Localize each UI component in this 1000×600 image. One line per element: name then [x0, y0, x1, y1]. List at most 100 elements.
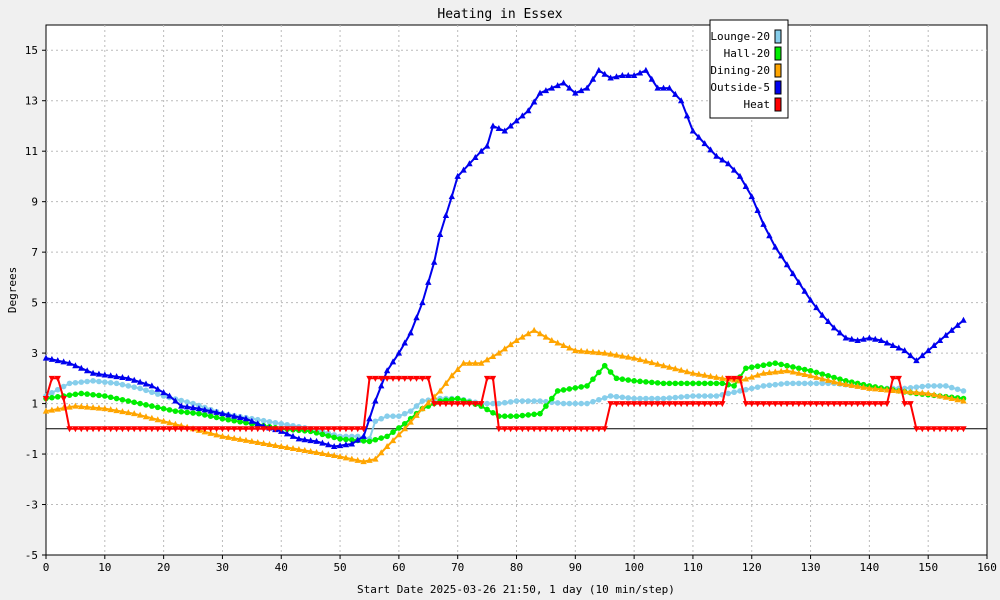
data-point [560, 400, 567, 407]
data-point [507, 122, 514, 129]
data-point [284, 421, 290, 428]
data-point [589, 348, 597, 355]
data-point [366, 456, 373, 463]
data-point [507, 426, 514, 433]
data-point [848, 401, 855, 408]
data-point [343, 436, 349, 443]
data-point [242, 426, 250, 433]
data-point [254, 438, 261, 445]
data-point [436, 387, 444, 394]
data-point [460, 166, 467, 173]
data-point [148, 382, 156, 389]
data-point [819, 371, 826, 377]
data-point [754, 371, 761, 378]
legend-label: Hall-20 [724, 47, 770, 60]
data-point [325, 426, 332, 433]
data-point [842, 334, 850, 341]
data-point [760, 401, 767, 408]
data-point [89, 404, 97, 411]
data-point [107, 406, 114, 413]
data-point [625, 353, 632, 360]
data-point [531, 398, 537, 404]
data-point [725, 390, 732, 397]
data-point [336, 426, 344, 433]
data-point [342, 441, 350, 448]
data-point [960, 316, 967, 323]
data-point [78, 426, 85, 433]
data-point [383, 442, 391, 449]
data-point [142, 413, 150, 420]
data-point [737, 388, 743, 394]
data-point [872, 401, 879, 408]
data-point [942, 426, 950, 433]
data-point [307, 437, 314, 444]
data-point [707, 401, 714, 408]
data-point [577, 426, 585, 433]
data-point [619, 394, 626, 401]
data-point [136, 426, 144, 433]
data-point [654, 401, 661, 408]
data-point [360, 438, 367, 444]
x-tick-label: 130 [801, 561, 821, 574]
y-tick-label: -1 [25, 448, 38, 461]
data-point [572, 385, 579, 391]
data-point [254, 416, 261, 423]
data-point [131, 426, 138, 433]
data-point [48, 355, 56, 362]
data-point [848, 381, 855, 388]
data-point [396, 425, 402, 431]
data-point [590, 398, 596, 405]
data-point [342, 454, 350, 461]
data-point [225, 426, 232, 433]
legend-swatch [774, 63, 782, 78]
data-point [383, 367, 391, 374]
data-point [454, 395, 461, 402]
data-point [190, 400, 196, 407]
data-point [84, 391, 90, 397]
data-point [72, 391, 79, 398]
data-point [396, 413, 402, 419]
data-point [572, 400, 579, 407]
data-point [795, 278, 802, 285]
data-point [154, 385, 161, 392]
data-point [313, 426, 320, 433]
data-point [924, 347, 932, 354]
data-point [189, 426, 197, 433]
data-point [507, 399, 514, 405]
data-point [389, 358, 397, 365]
data-point [207, 429, 214, 436]
data-point [131, 384, 138, 390]
data-point [796, 365, 802, 372]
data-point [484, 400, 490, 407]
data-point [219, 410, 226, 417]
data-point [136, 378, 144, 385]
data-point [525, 330, 532, 337]
data-point [796, 380, 802, 387]
data-point [448, 193, 456, 200]
data-point [554, 388, 561, 394]
x-tick-label: 100 [624, 561, 644, 574]
data-point [766, 382, 773, 389]
data-point [942, 393, 950, 400]
data-point [566, 426, 573, 433]
data-point [877, 385, 885, 392]
data-point [372, 455, 379, 462]
data-point [924, 389, 932, 396]
data-point [954, 321, 961, 328]
data-point [90, 378, 96, 384]
data-point [630, 354, 638, 361]
data-point [337, 436, 343, 442]
data-point [472, 359, 479, 366]
data-point [696, 393, 702, 399]
data-point [442, 401, 450, 408]
data-point [930, 342, 938, 349]
data-point [225, 433, 232, 440]
data-point [501, 399, 508, 406]
data-point [677, 97, 685, 104]
data-point [72, 379, 79, 386]
data-point [601, 395, 608, 401]
data-point [213, 414, 220, 421]
data-point [583, 84, 591, 91]
data-point [137, 400, 143, 407]
chart-title: Heating in Essex [437, 7, 562, 22]
